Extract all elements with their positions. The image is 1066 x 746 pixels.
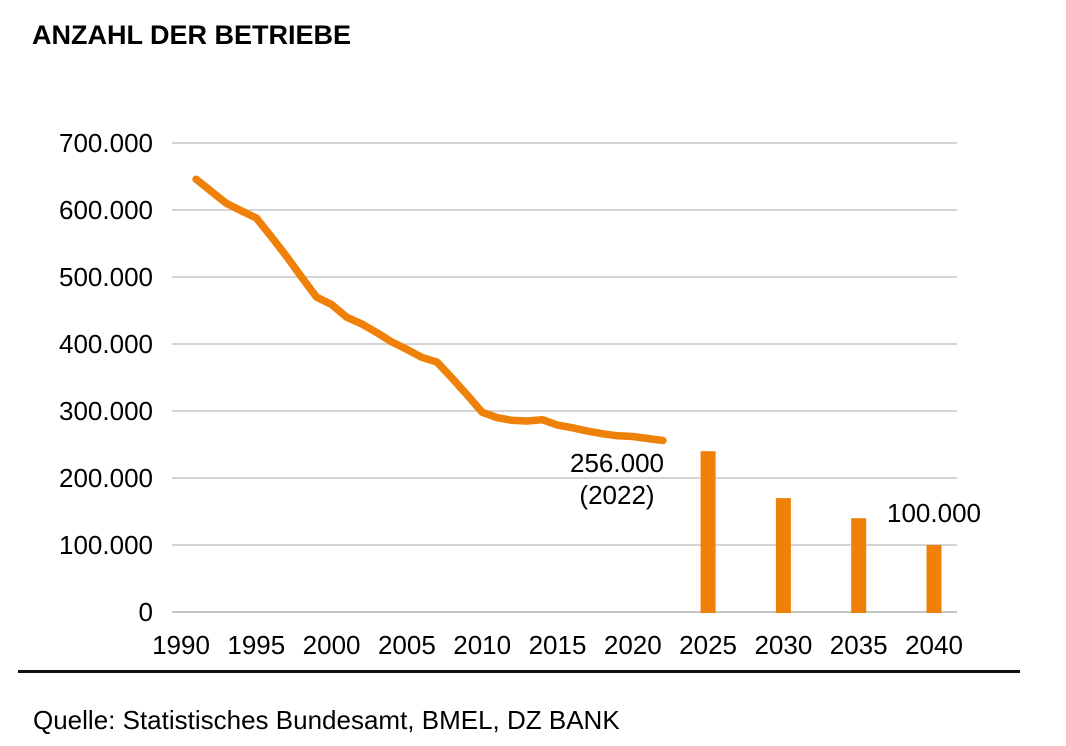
y-tick-label: 500.000 <box>59 262 153 292</box>
x-tick-label: 2025 <box>679 630 737 660</box>
y-tick-label: 400.000 <box>59 329 153 359</box>
x-tick-label: 2005 <box>378 630 436 660</box>
x-tick-label: 1995 <box>227 630 285 660</box>
y-tick-label: 300.000 <box>59 396 153 426</box>
history-line <box>192 175 667 445</box>
annotation-latest-actual: (2022) <box>579 480 654 510</box>
y-tick-label: 200.000 <box>59 463 153 493</box>
forecast-bar-2030 <box>775 498 791 613</box>
x-tick-label: 2030 <box>754 630 812 660</box>
annotation-forecast-2040: 100.000 <box>887 498 981 528</box>
x-tick-label: 2040 <box>905 630 963 660</box>
x-tick-label: 2020 <box>604 630 662 660</box>
forecast-bar-2035 <box>851 518 867 613</box>
forecast-bar-2025 <box>700 451 716 613</box>
x-tick-label: 2010 <box>453 630 511 660</box>
x-tick-label: 2000 <box>303 630 361 660</box>
page-title: ANZAHL DER BETRIEBE <box>32 20 352 50</box>
y-tick-label: 600.000 <box>59 195 153 225</box>
footer-divider <box>18 670 1020 673</box>
y-tick-label: 0 <box>139 597 153 627</box>
x-tick-label: 1990 <box>152 630 210 660</box>
forecast-bar-2040 <box>926 545 942 613</box>
x-tick-label: 2015 <box>529 630 587 660</box>
y-tick-label: 700.000 <box>59 128 153 158</box>
annotation-latest-actual: 256.000 <box>570 448 664 478</box>
source-text: Quelle: Statistisches Bundesamt, BMEL, D… <box>33 705 620 735</box>
x-tick-label: 2035 <box>830 630 888 660</box>
y-tick-label: 100.000 <box>59 530 153 560</box>
